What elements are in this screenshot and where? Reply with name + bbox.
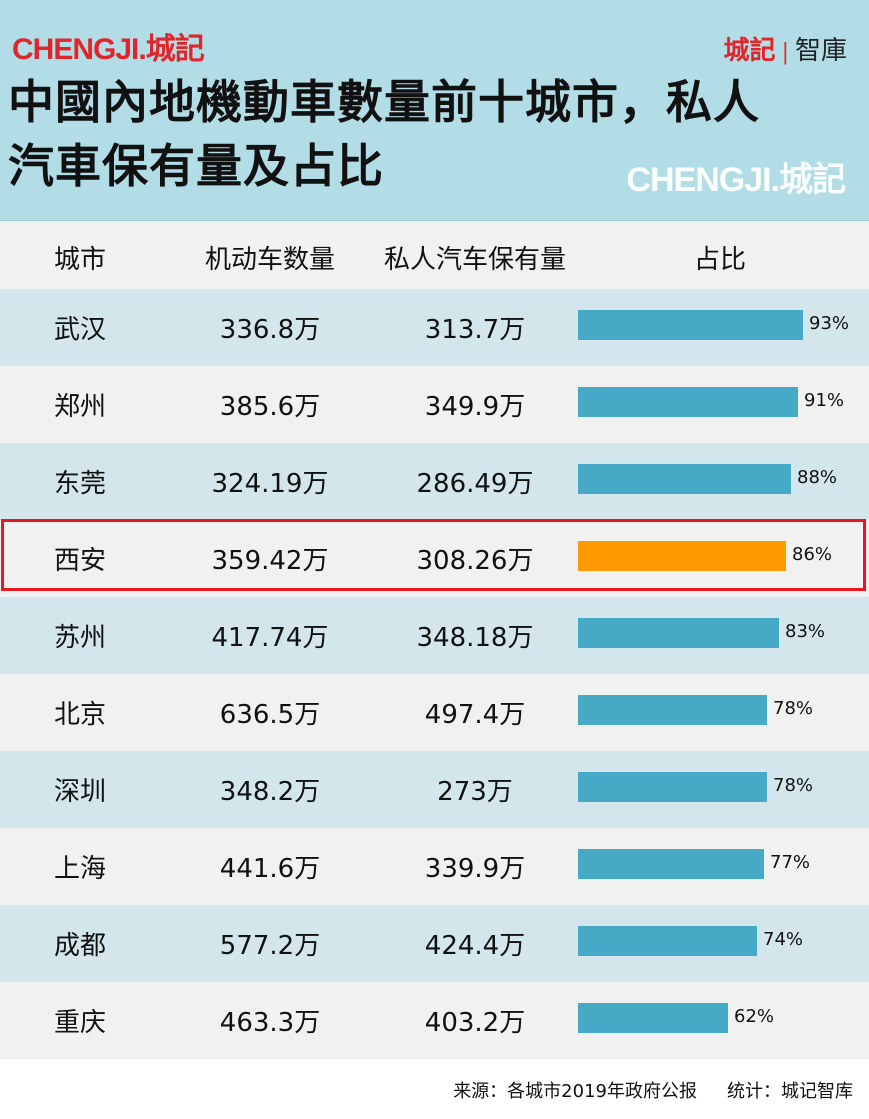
private-car-count: 424.4万: [424, 931, 526, 961]
share-label: 83%: [785, 621, 826, 642]
share-bar: [578, 695, 767, 725]
title-line-1: 中國內地機動車數量前十城市，私人: [8, 75, 760, 129]
motor-vehicle-count: 324.19万: [211, 469, 329, 499]
private-car-count: 273万: [437, 777, 513, 807]
share-label: 78%: [773, 698, 814, 719]
share-bar: [578, 772, 767, 802]
private-car-count: 497.4万: [424, 700, 526, 730]
source-note: 来源：各城市2019年政府公报: [453, 1081, 697, 1102]
motor-vehicle-count: 441.6万: [219, 854, 321, 884]
share-label: 88%: [797, 467, 838, 488]
brand-separator: |: [781, 40, 789, 65]
private-car-count: 348.18万: [416, 623, 534, 653]
highlight-box-xian: [1, 519, 866, 591]
share-bar: [578, 310, 803, 340]
header-private-cars: 私人汽车保有量: [383, 245, 566, 275]
motor-vehicle-count: 336.8万: [219, 315, 321, 345]
share-bar: [578, 926, 757, 956]
motor-vehicle-count: 636.5万: [219, 700, 321, 730]
brand-logo: CHENGJI.城記: [12, 33, 205, 66]
motor-vehicle-count: 359.42万: [211, 546, 329, 576]
motor-vehicle-count: 348.2万: [219, 777, 321, 807]
share-bar: [578, 387, 798, 417]
city-name: 西安: [54, 546, 107, 576]
city-name: 北京: [54, 700, 107, 730]
table-row: 西安 359.42万 308.26万 86%: [0, 520, 869, 597]
share-bar: [578, 464, 791, 494]
private-car-count: 339.9万: [424, 854, 526, 884]
table-row: 东莞 324.19万 286.49万 88%: [0, 443, 869, 520]
table-row: 深圳 348.2万 273万 78%: [0, 751, 869, 828]
city-name: 东莞: [54, 469, 107, 499]
stats-credit: 统计：城记智库: [727, 1081, 853, 1102]
brand-think-tank-red: 城記: [723, 36, 776, 66]
table-row: 武汉 336.8万 313.7万 93%: [0, 289, 869, 366]
motor-vehicle-count: 417.74万: [211, 623, 329, 653]
city-name: 郑州: [54, 392, 107, 422]
motor-vehicle-count: 463.3万: [219, 1008, 321, 1038]
motor-vehicle-count: 577.2万: [219, 931, 321, 961]
city-name: 武汉: [54, 315, 107, 345]
share-label: 74%: [763, 929, 804, 950]
share-bar: [578, 849, 764, 879]
share-bar: [578, 1003, 728, 1033]
header-motor-vehicles: 机动车数量: [204, 245, 335, 275]
table-row: 成都 577.2万 424.4万 74%: [0, 905, 869, 982]
share-bar: [578, 541, 786, 571]
title-line-2: 汽車保有量及占比: [8, 139, 384, 193]
header-share: 占比: [693, 245, 746, 275]
private-car-count: 349.9万: [424, 392, 526, 422]
header-city: 城市: [54, 245, 107, 275]
brand-think-tank: 城記 | 智庫: [724, 30, 847, 67]
city-name: 上海: [54, 854, 107, 884]
brand-think-tank-black: 智庫: [794, 36, 847, 66]
footer: 来源：各城市2019年政府公报 统计：城记智库: [453, 1077, 853, 1103]
header: CHENGJI.城記 城記 | 智庫 中國內地機動車數量前十城市，私人 汽車保有量及…: [0, 0, 869, 220]
share-label: 78%: [773, 775, 814, 796]
private-car-count: 308.26万: [416, 546, 534, 576]
table-row: 重庆 463.3万 403.2万 62%: [0, 982, 869, 1059]
share-label: 86%: [792, 544, 833, 565]
table-row: 北京 636.5万 497.4万 78%: [0, 674, 869, 751]
table-header: 城市 机动车数量 私人汽车保有量 占比: [0, 220, 869, 289]
table-row: 郑州 385.6万 349.9万 91%: [0, 366, 869, 443]
brand-watermark: CHENGJI.城記: [626, 161, 846, 199]
share-label: 91%: [804, 390, 845, 411]
city-name: 重庆: [54, 1008, 107, 1038]
city-name: 成都: [54, 931, 107, 961]
city-name: 深圳: [54, 777, 107, 807]
page-title: 中國內地機動車數量前十城市，私人 汽車保有量及占比: [8, 70, 868, 198]
share-bar: [578, 618, 779, 648]
table-row: 苏州 417.74万 348.18万 83%: [0, 597, 869, 674]
share-label: 77%: [770, 852, 811, 873]
private-car-count: 286.49万: [416, 469, 534, 499]
motor-vehicle-count: 385.6万: [219, 392, 321, 422]
private-car-count: 403.2万: [424, 1008, 526, 1038]
city-name: 苏州: [54, 623, 107, 653]
share-label: 93%: [809, 313, 850, 334]
private-car-count: 313.7万: [424, 315, 526, 345]
share-label: 62%: [734, 1006, 775, 1027]
table-row: 上海 441.6万 339.9万 77%: [0, 828, 869, 905]
